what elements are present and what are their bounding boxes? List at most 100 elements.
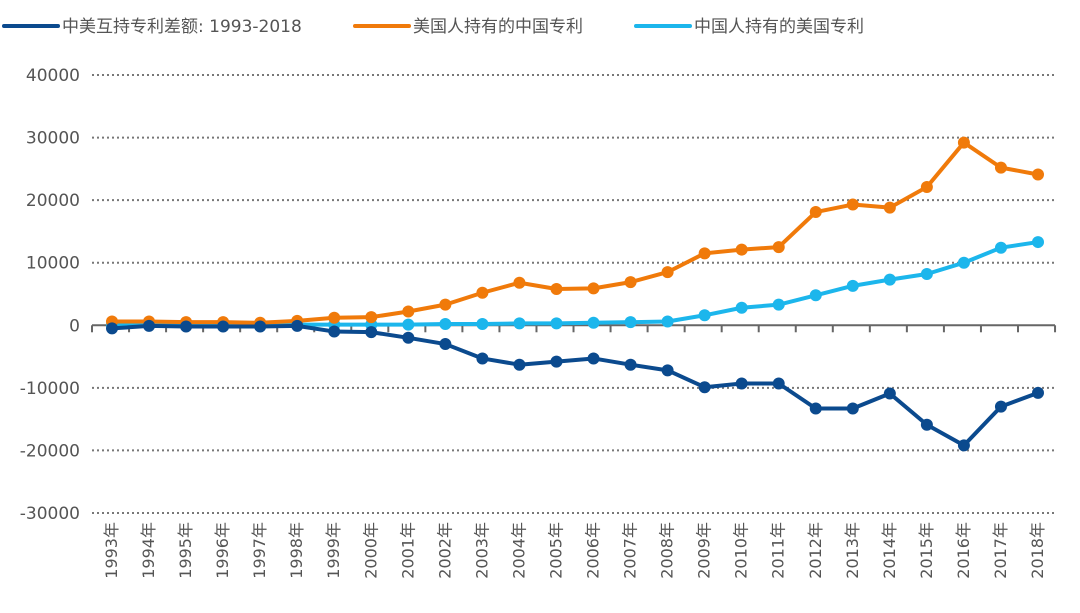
data-point (809, 206, 822, 219)
data-point (106, 322, 118, 335)
data-point (513, 358, 526, 371)
x-tick-label: 2007年 (621, 522, 640, 579)
x-tick-label: 2012年 (806, 522, 825, 579)
data-point (735, 243, 748, 256)
data-point (735, 377, 748, 390)
y-tick-label: 40000 (26, 66, 80, 86)
series-group (106, 136, 1044, 452)
y-tick-label: -10000 (20, 379, 80, 399)
data-point (846, 402, 859, 415)
series-line (112, 240, 1039, 327)
data-point (587, 282, 600, 295)
legend-label: 美国人持有的中国专利 (413, 17, 583, 37)
x-tick-label: 2018年 (1028, 522, 1047, 579)
x-tick-label: 2008年 (658, 522, 677, 579)
series-1 (106, 136, 1044, 329)
data-point (550, 317, 563, 330)
data-point (846, 279, 859, 292)
data-point (513, 276, 526, 289)
y-tick-label: -20000 (20, 441, 80, 461)
data-point (1032, 168, 1044, 181)
x-tick-label: 2011年 (769, 522, 788, 579)
data-point (439, 318, 452, 331)
x-tick-label: 1996年 (213, 522, 232, 579)
data-point (143, 319, 156, 332)
data-point (217, 320, 230, 333)
data-point (550, 355, 563, 368)
x-tick-label: 2009年 (695, 522, 714, 579)
data-point (624, 276, 637, 289)
data-point (254, 320, 267, 333)
series-line (112, 140, 1039, 325)
x-tick-label: 2005年 (546, 522, 565, 579)
x-tick-label: 1994年 (139, 522, 158, 579)
data-point (328, 325, 341, 338)
data-point (513, 317, 526, 330)
data-point (883, 201, 896, 214)
data-point (772, 377, 785, 390)
data-point (920, 418, 933, 431)
x-tick-label: 1998年 (287, 522, 306, 579)
y-axis: 40000 30000 20000 10000 0 -10000 -20000 -30000 (20, 66, 80, 524)
x-tick-label: 2001年 (398, 522, 417, 579)
data-point (698, 309, 711, 322)
data-point (1032, 236, 1044, 249)
series-2 (106, 236, 1044, 331)
data-point (957, 136, 970, 149)
data-point (624, 316, 637, 329)
data-point (439, 298, 452, 311)
legend-label: 中美互持专利差额: 1993-2018 (62, 17, 302, 37)
legend-item: 中国人持有的美国专利 (634, 17, 864, 37)
x-tick-label: 2013年 (843, 522, 862, 579)
data-point (846, 198, 859, 211)
data-point (402, 305, 415, 318)
data-point (402, 318, 415, 331)
data-point (328, 311, 341, 324)
data-point (994, 241, 1007, 254)
data-point (587, 352, 600, 365)
x-axis: 1993年 1994年 1995年 1996年 1997年 1998年 1999年 2000年… (91, 324, 1057, 579)
x-tick-label: 2004年 (509, 522, 528, 579)
y-tick-label: 0 (69, 316, 80, 336)
data-point (994, 161, 1007, 174)
data-point (661, 364, 674, 377)
x-tick-label: 2016年 (954, 522, 973, 579)
x-tick-label: 2014年 (880, 522, 899, 579)
data-point (661, 266, 674, 279)
data-point (365, 311, 378, 324)
x-tick-label: 2006年 (584, 522, 603, 579)
y-tick-label: 10000 (26, 254, 80, 274)
x-tick-label: 1993年 (102, 522, 121, 579)
data-point (772, 298, 785, 311)
x-tick-label: 1999年 (324, 522, 343, 579)
data-point (920, 181, 933, 194)
legend-item: 中美互持专利差额: 1993-2018 (2, 17, 302, 37)
data-point (476, 318, 489, 331)
x-tick-label: 1997年 (250, 522, 269, 579)
x-tick-label: 2015年 (917, 522, 936, 579)
x-tick-label: 2010年 (732, 522, 751, 579)
data-point (1032, 386, 1044, 399)
data-point (550, 282, 563, 295)
data-point (439, 338, 452, 351)
x-tick-label: 2017年 (991, 522, 1010, 579)
data-point (883, 387, 896, 400)
data-point (291, 319, 304, 332)
data-point (920, 267, 933, 280)
y-tick-label: 30000 (26, 129, 80, 149)
data-point (698, 381, 711, 394)
data-point (994, 400, 1007, 413)
data-point (624, 358, 637, 371)
data-point (735, 301, 748, 314)
data-point (809, 402, 822, 415)
data-point (365, 326, 378, 339)
x-tick-label: 2000年 (361, 522, 380, 579)
data-point (809, 289, 822, 302)
data-point (180, 320, 193, 333)
data-point (587, 316, 600, 329)
data-point (883, 273, 896, 286)
series-line (111, 323, 1039, 448)
data-point (476, 286, 489, 299)
y-tick-label: 20000 (26, 191, 80, 211)
gridlines (92, 74, 1055, 514)
